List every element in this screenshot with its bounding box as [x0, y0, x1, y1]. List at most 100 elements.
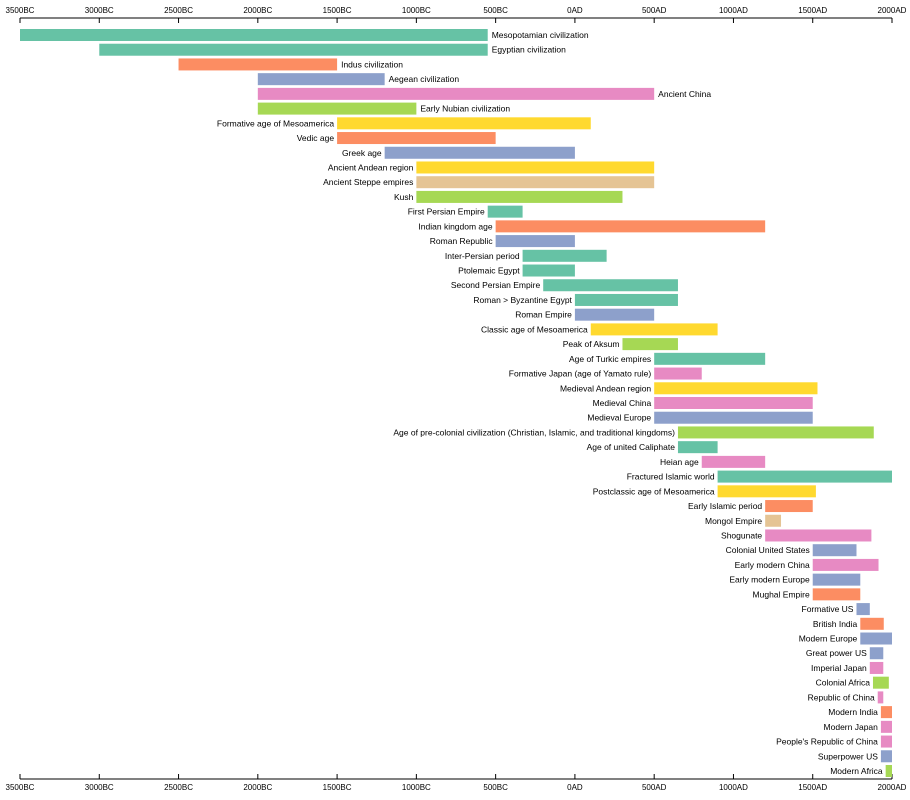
- timeline-event: Early modern China: [735, 558, 879, 571]
- timeline-event: Modern Africa: [830, 765, 892, 777]
- timeline-bar-label: Greek age: [342, 148, 382, 158]
- timeline-bar: [880, 735, 892, 748]
- timeline-bar: [717, 485, 816, 498]
- timeline-bar: [654, 367, 702, 380]
- timeline-bar: [654, 352, 766, 365]
- timeline-bar-label: Modern Africa: [830, 766, 883, 776]
- timeline-bar-label: Ancient Steppe empires: [323, 177, 413, 187]
- timeline-bar: [765, 529, 872, 542]
- timeline-bar: [812, 544, 857, 557]
- timeline-event: Fractured Islamic world: [627, 470, 892, 483]
- timeline-event: Formative age of Mesoamerica: [217, 117, 591, 130]
- timeline-bar-label: Peak of Aksum: [563, 339, 620, 349]
- timeline-bar-label: Roman Empire: [515, 310, 572, 320]
- timeline-bar: [677, 426, 874, 439]
- timeline-bar-label: Roman Republic: [430, 236, 494, 246]
- timeline-bar: [416, 161, 655, 174]
- timeline-event: Mongol Empire: [705, 514, 782, 527]
- axis-tick-label: 3000BC: [85, 6, 114, 15]
- axis-tick-label: 1000BC: [402, 783, 431, 792]
- axis-tick-label: 1000AD: [719, 783, 748, 792]
- timeline-event: Kush: [394, 190, 623, 203]
- timeline-bar-label: Early Islamic period: [688, 501, 762, 511]
- axis-tick-label: 2500BC: [164, 6, 193, 15]
- timeline-event: Ancient Andean region: [328, 161, 655, 174]
- axis-tick-label: 500AD: [642, 6, 667, 15]
- timeline-bar: [869, 647, 884, 660]
- axis-tick-label: 0AD: [567, 783, 583, 792]
- timeline-event: Ancient Steppe empires: [323, 176, 655, 189]
- timeline-bar: [654, 397, 813, 409]
- axis-tick-label: 1500AD: [798, 6, 827, 15]
- timeline-event: Inter-Persian period: [445, 249, 607, 262]
- timeline-bar: [257, 73, 385, 86]
- timeline-bar-label: Formative age of Mesoamerica: [217, 118, 334, 128]
- timeline-bar: [812, 558, 879, 571]
- timeline-event: Egyptian civilization: [99, 43, 566, 56]
- timeline-bar: [178, 58, 338, 71]
- timeline-bar-label: Modern India: [828, 707, 878, 717]
- timeline-bar-label: Early Nubian civilization: [420, 104, 510, 114]
- axis-tick-label: 2000BC: [243, 783, 272, 792]
- timeline-bar: [765, 514, 782, 527]
- axis-tick-label: 3500BC: [6, 6, 35, 15]
- timeline-event: Classic age of Mesoamerica: [481, 323, 718, 336]
- timeline-bar: [812, 573, 861, 586]
- timeline-event: Mesopotamian civilization: [20, 29, 589, 41]
- top-axis: 3500BC 3000BC 2500BC 2000BC 1500BC 1000BC 500B…: [6, 6, 907, 23]
- timeline-bar: [590, 323, 718, 336]
- timeline-event: First Persian Empire: [408, 205, 523, 218]
- timeline-bar-label: Postclassic age of Mesoamerica: [593, 486, 715, 496]
- timeline-bar-label: Early modern Europe: [729, 575, 810, 585]
- timeline-bar-label: Early modern China: [735, 560, 810, 570]
- timeline-bar: [880, 750, 892, 763]
- timeline-bar-label: Medieval Andean region: [560, 383, 651, 393]
- timeline-bar-label: Age of united Caliphate: [587, 442, 676, 452]
- axis-tick-label: 0AD: [567, 6, 583, 15]
- timeline-bar: [869, 661, 884, 674]
- timeline-event: Mughal Empire: [753, 588, 861, 601]
- timeline-bar: [495, 220, 766, 233]
- timeline-bar: [872, 676, 889, 689]
- timeline-bar: [384, 146, 575, 159]
- axis-tick-label: 2000AD: [878, 6, 907, 15]
- timeline-event: Heian age: [660, 455, 766, 468]
- axis-tick-label: 1000AD: [719, 6, 748, 15]
- timeline-event: Aegean civilization: [257, 73, 460, 86]
- timeline-bar: [860, 632, 892, 645]
- timeline-bar: [812, 588, 861, 601]
- axis-tick-label: 500BC: [483, 783, 508, 792]
- timeline-bar-label: Aegean civilization: [389, 74, 460, 84]
- timeline-event: Age of united Caliphate: [587, 441, 718, 454]
- axis-tick-label: 2500BC: [164, 783, 193, 792]
- timeline-event: Age of pre-colonial civilization (Christ…: [393, 426, 874, 439]
- timeline-bar-label: Heian age: [660, 457, 699, 467]
- timeline-bar-label: British India: [813, 619, 858, 629]
- timeline-event: Age of Turkic empires: [569, 352, 766, 365]
- timeline-event: Republic of China: [808, 691, 884, 704]
- timeline-event: Modern Europe: [799, 632, 892, 645]
- timeline-bar: [880, 720, 892, 733]
- timeline-event: People's Republic of China: [776, 735, 892, 748]
- timeline-bar-label: Fractured Islamic world: [627, 472, 715, 482]
- timeline-event: Imperial Japan: [811, 661, 884, 674]
- timeline-bar-label: Classic age of Mesoamerica: [481, 324, 588, 334]
- timeline-bar-label: Age of pre-colonial civilization (Christ…: [393, 427, 675, 437]
- timeline-bar-label: Ptolemaic Egypt: [458, 266, 520, 276]
- timeline-bar: [885, 765, 892, 777]
- timeline-event: Formative US: [802, 603, 870, 616]
- timeline-event: Ptolemaic Egypt: [458, 264, 575, 277]
- axis-tick-label: 1500BC: [323, 783, 352, 792]
- timeline-bar: [880, 706, 892, 719]
- timeline-bar-label: Second Persian Empire: [451, 280, 541, 290]
- axis-tick-label: 1500AD: [798, 783, 827, 792]
- timeline-bar: [487, 205, 523, 218]
- timeline-bar: [574, 293, 678, 306]
- timeline-bar-label: Superpower US: [818, 751, 878, 761]
- timeline-bar-label: First Persian Empire: [408, 207, 485, 217]
- timeline-event: British India: [813, 617, 884, 630]
- timeline-bar-label: Formative Japan (age of Yamato rule): [509, 369, 652, 379]
- timeline-bar-label: Colonial Africa: [816, 678, 871, 688]
- timeline-bar: [99, 43, 488, 56]
